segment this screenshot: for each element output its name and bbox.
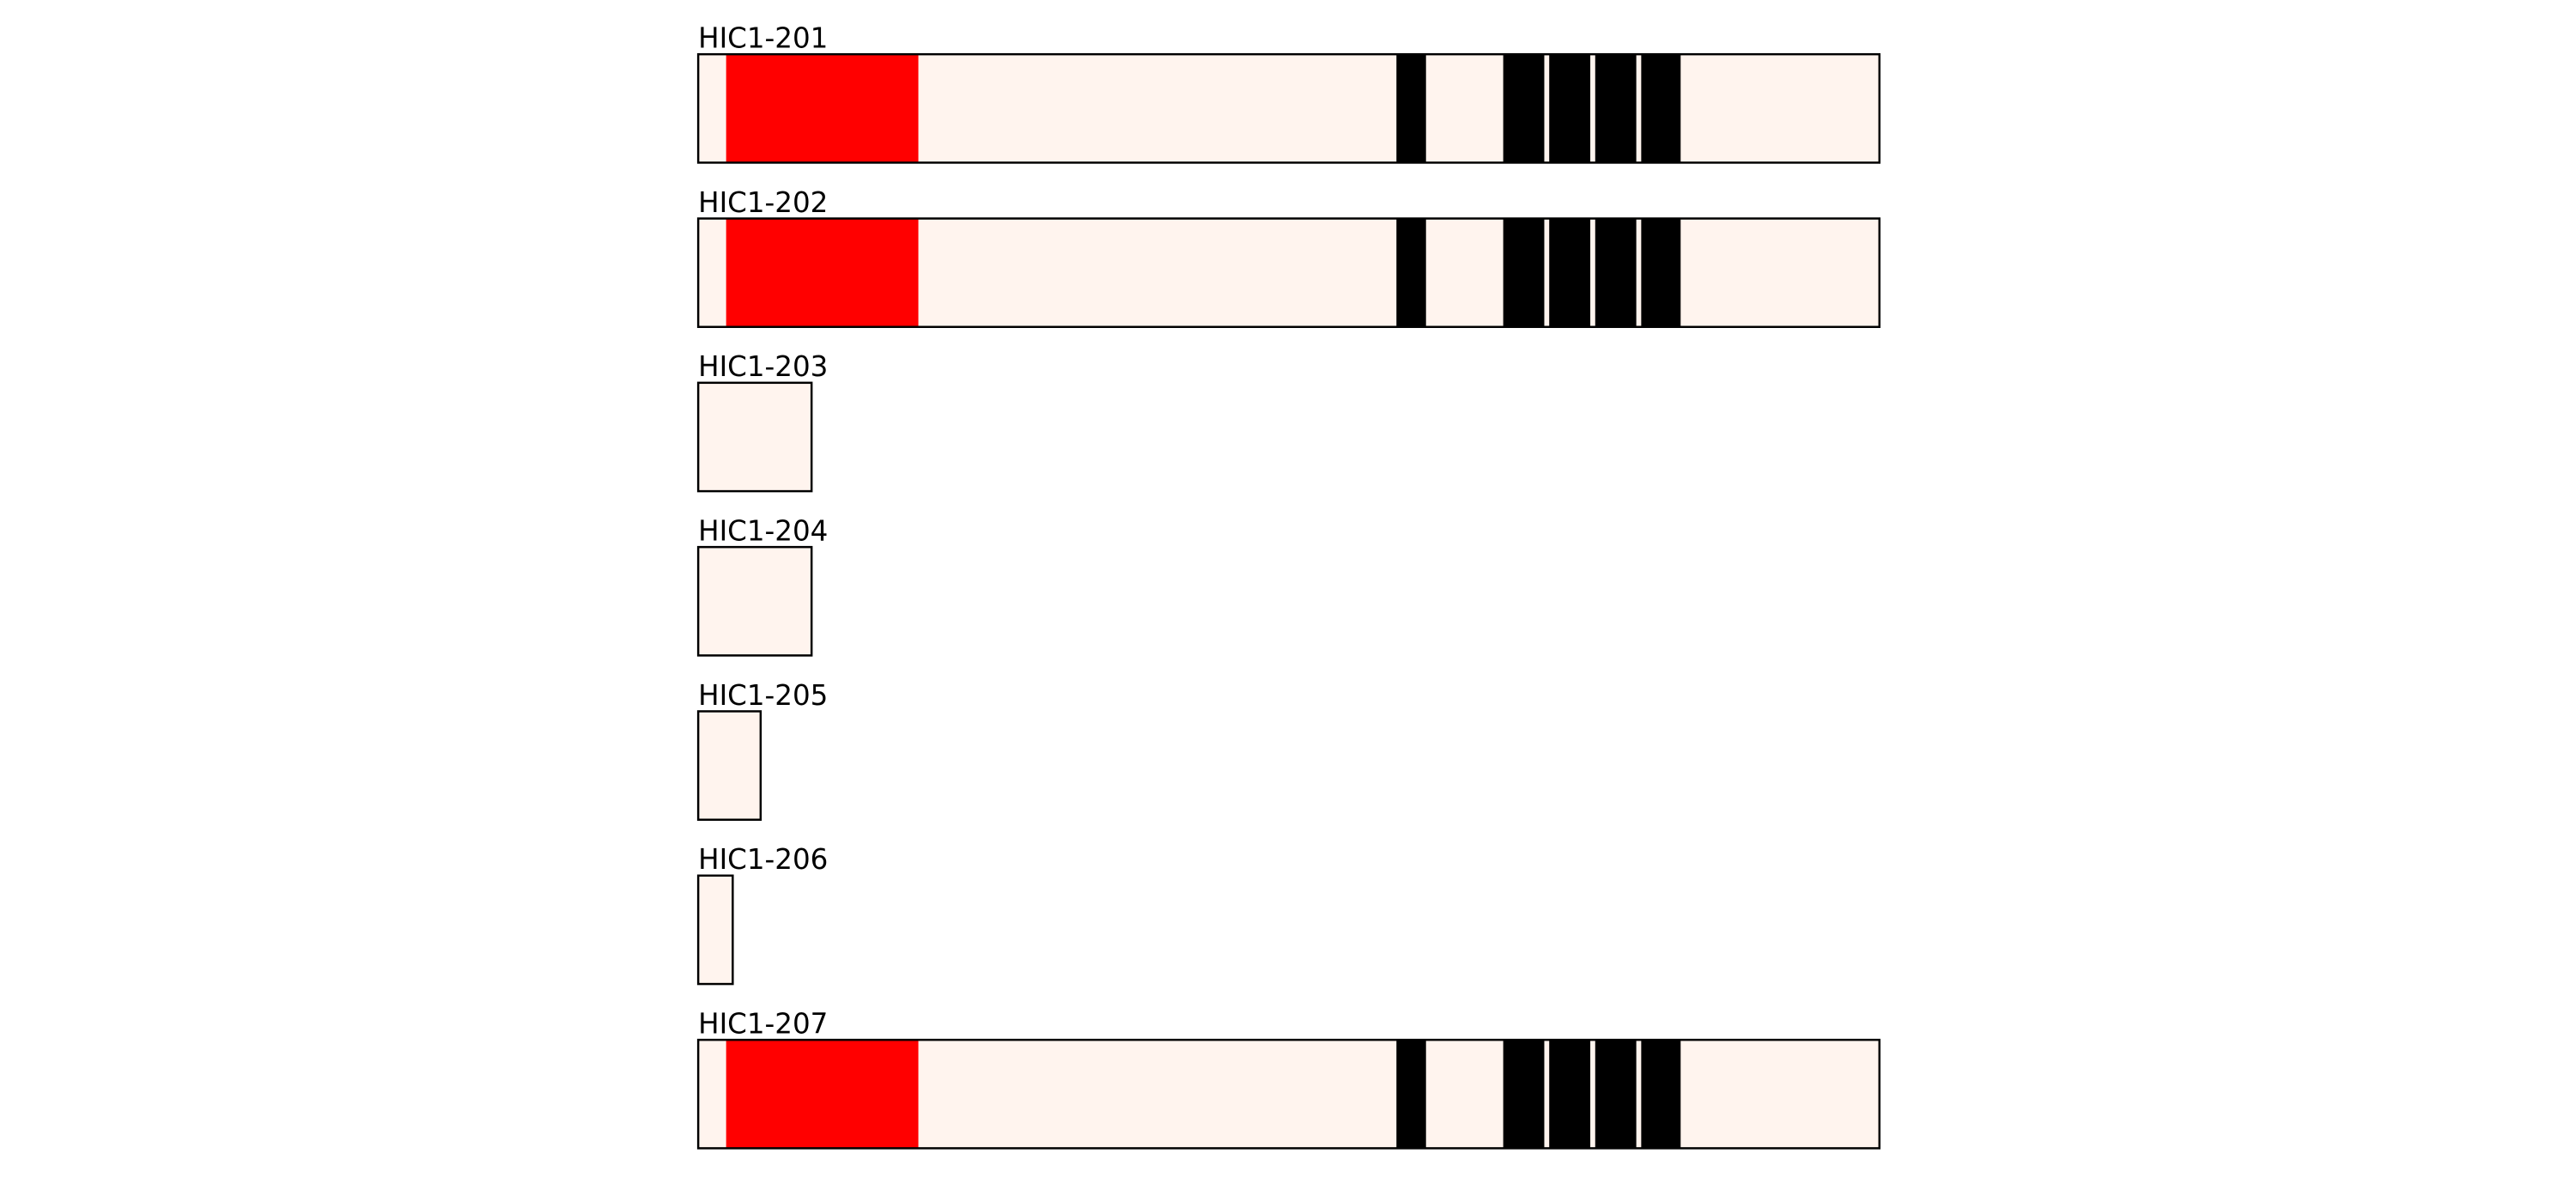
transcript-outline [696, 217, 1881, 329]
exon-feature [1549, 54, 1591, 163]
exon-feature [1641, 218, 1681, 327]
transcript-outline [696, 710, 762, 821]
transcript-label: HIC1-206 [698, 843, 828, 876]
transcript-outline [696, 1038, 1881, 1150]
transcript-body [698, 875, 733, 985]
transcript-label: HIC1-201 [698, 22, 828, 55]
exon-feature [1503, 218, 1545, 327]
domain-region [726, 54, 919, 163]
transcript-outline [696, 874, 734, 986]
exon-feature [1503, 54, 1545, 163]
exon-feature [1549, 218, 1591, 327]
exon-feature [1641, 1040, 1681, 1149]
transcript-body [698, 547, 812, 656]
transcript-label: HIC1-202 [698, 186, 828, 219]
exon-feature [1641, 54, 1681, 163]
transcript-body [698, 382, 812, 492]
transcript-label: HIC1-203 [698, 350, 828, 383]
exon-feature [1595, 218, 1637, 327]
exon-feature [1396, 54, 1426, 163]
transcript-label: HIC1-207 [698, 1007, 828, 1040]
exon-feature [1396, 1040, 1426, 1149]
exon-feature [1549, 1040, 1591, 1149]
transcript-body [698, 711, 761, 820]
transcript-outline [696, 381, 813, 493]
exon-feature [1595, 1040, 1637, 1149]
exon-feature [1503, 1040, 1545, 1149]
transcript-outline [696, 545, 813, 657]
transcript-outline [696, 52, 1881, 164]
exon-feature [1595, 54, 1637, 163]
domain-region [726, 218, 919, 327]
exon-feature [1396, 218, 1426, 327]
transcript-label: HIC1-204 [698, 514, 828, 547]
transcript-label: HIC1-205 [698, 679, 828, 712]
domain-region [726, 1040, 919, 1149]
